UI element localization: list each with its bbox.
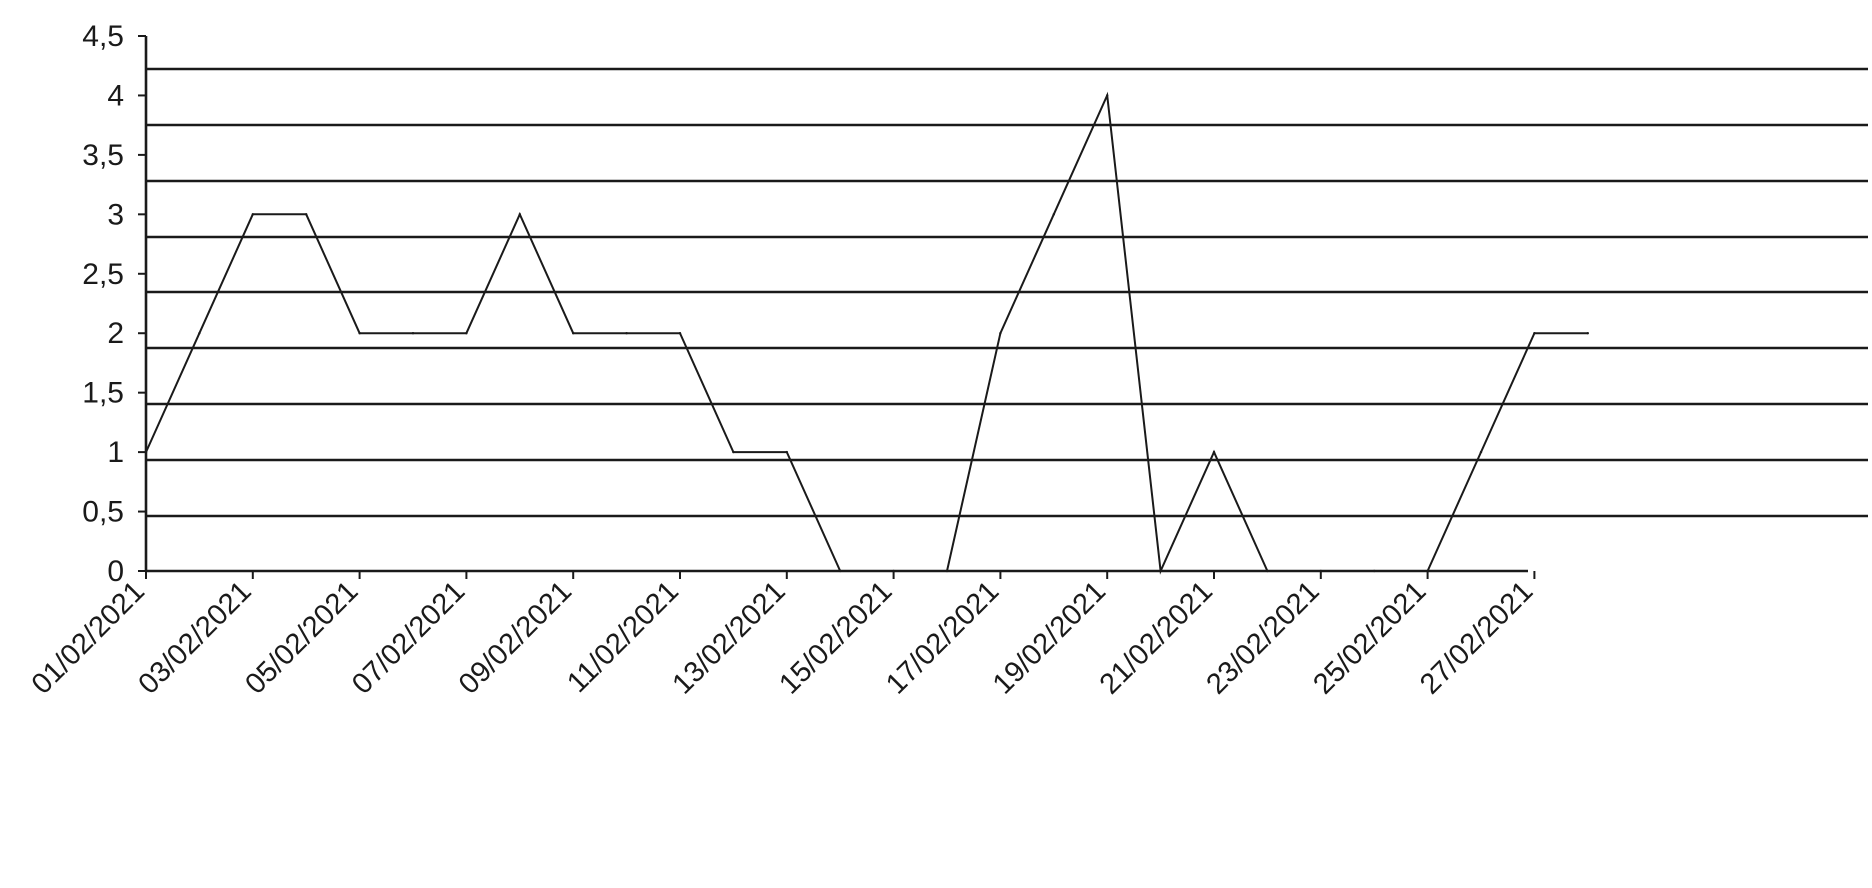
data-point bbox=[1212, 450, 1216, 454]
gridlines bbox=[146, 67, 1868, 518]
y-tick-label: 2,5 bbox=[82, 258, 124, 291]
y-tick-label: 0,5 bbox=[82, 496, 124, 529]
y-tick-label: 4,5 bbox=[82, 20, 124, 53]
data-point bbox=[411, 332, 415, 335]
data-point bbox=[1533, 332, 1536, 335]
y-tick-labels: 0 0,5 1 1,5 2 2,5 3 3,5 4 4,5 bbox=[82, 20, 124, 588]
data-point bbox=[1586, 332, 1590, 335]
data-point bbox=[1159, 569, 1162, 573]
data-point bbox=[625, 332, 628, 335]
data-point bbox=[251, 213, 254, 216]
data-point bbox=[305, 213, 308, 216]
series-line bbox=[145, 91, 1588, 575]
data-point bbox=[144, 450, 148, 454]
data-point bbox=[945, 569, 949, 573]
data-point bbox=[1373, 569, 1376, 573]
data-point bbox=[358, 332, 361, 335]
data-point bbox=[1106, 94, 1109, 97]
data-point bbox=[572, 332, 575, 335]
y-tick-label: 4 bbox=[107, 79, 124, 112]
y-tick-label: 3,5 bbox=[82, 139, 124, 172]
data-point bbox=[839, 569, 842, 573]
data-point bbox=[785, 450, 788, 454]
data-point bbox=[1052, 213, 1056, 216]
data-point bbox=[465, 332, 468, 335]
data-point bbox=[198, 332, 201, 335]
data-point bbox=[518, 213, 521, 216]
data-series bbox=[144, 91, 1590, 575]
y-tick-label: 3 bbox=[107, 198, 124, 231]
data-point bbox=[1266, 569, 1269, 573]
data-point bbox=[1479, 450, 1483, 454]
data-point bbox=[678, 332, 682, 335]
data-point bbox=[999, 332, 1002, 335]
data-point bbox=[892, 569, 895, 573]
data-point bbox=[1426, 569, 1429, 573]
y-tick-label: 1,5 bbox=[82, 377, 124, 410]
y-tick-label: 1 bbox=[107, 436, 124, 469]
data-point bbox=[732, 450, 735, 454]
data-point bbox=[1319, 569, 1323, 573]
y-tick-label: 2 bbox=[107, 317, 124, 350]
y-tick-label: 0 bbox=[107, 555, 124, 588]
